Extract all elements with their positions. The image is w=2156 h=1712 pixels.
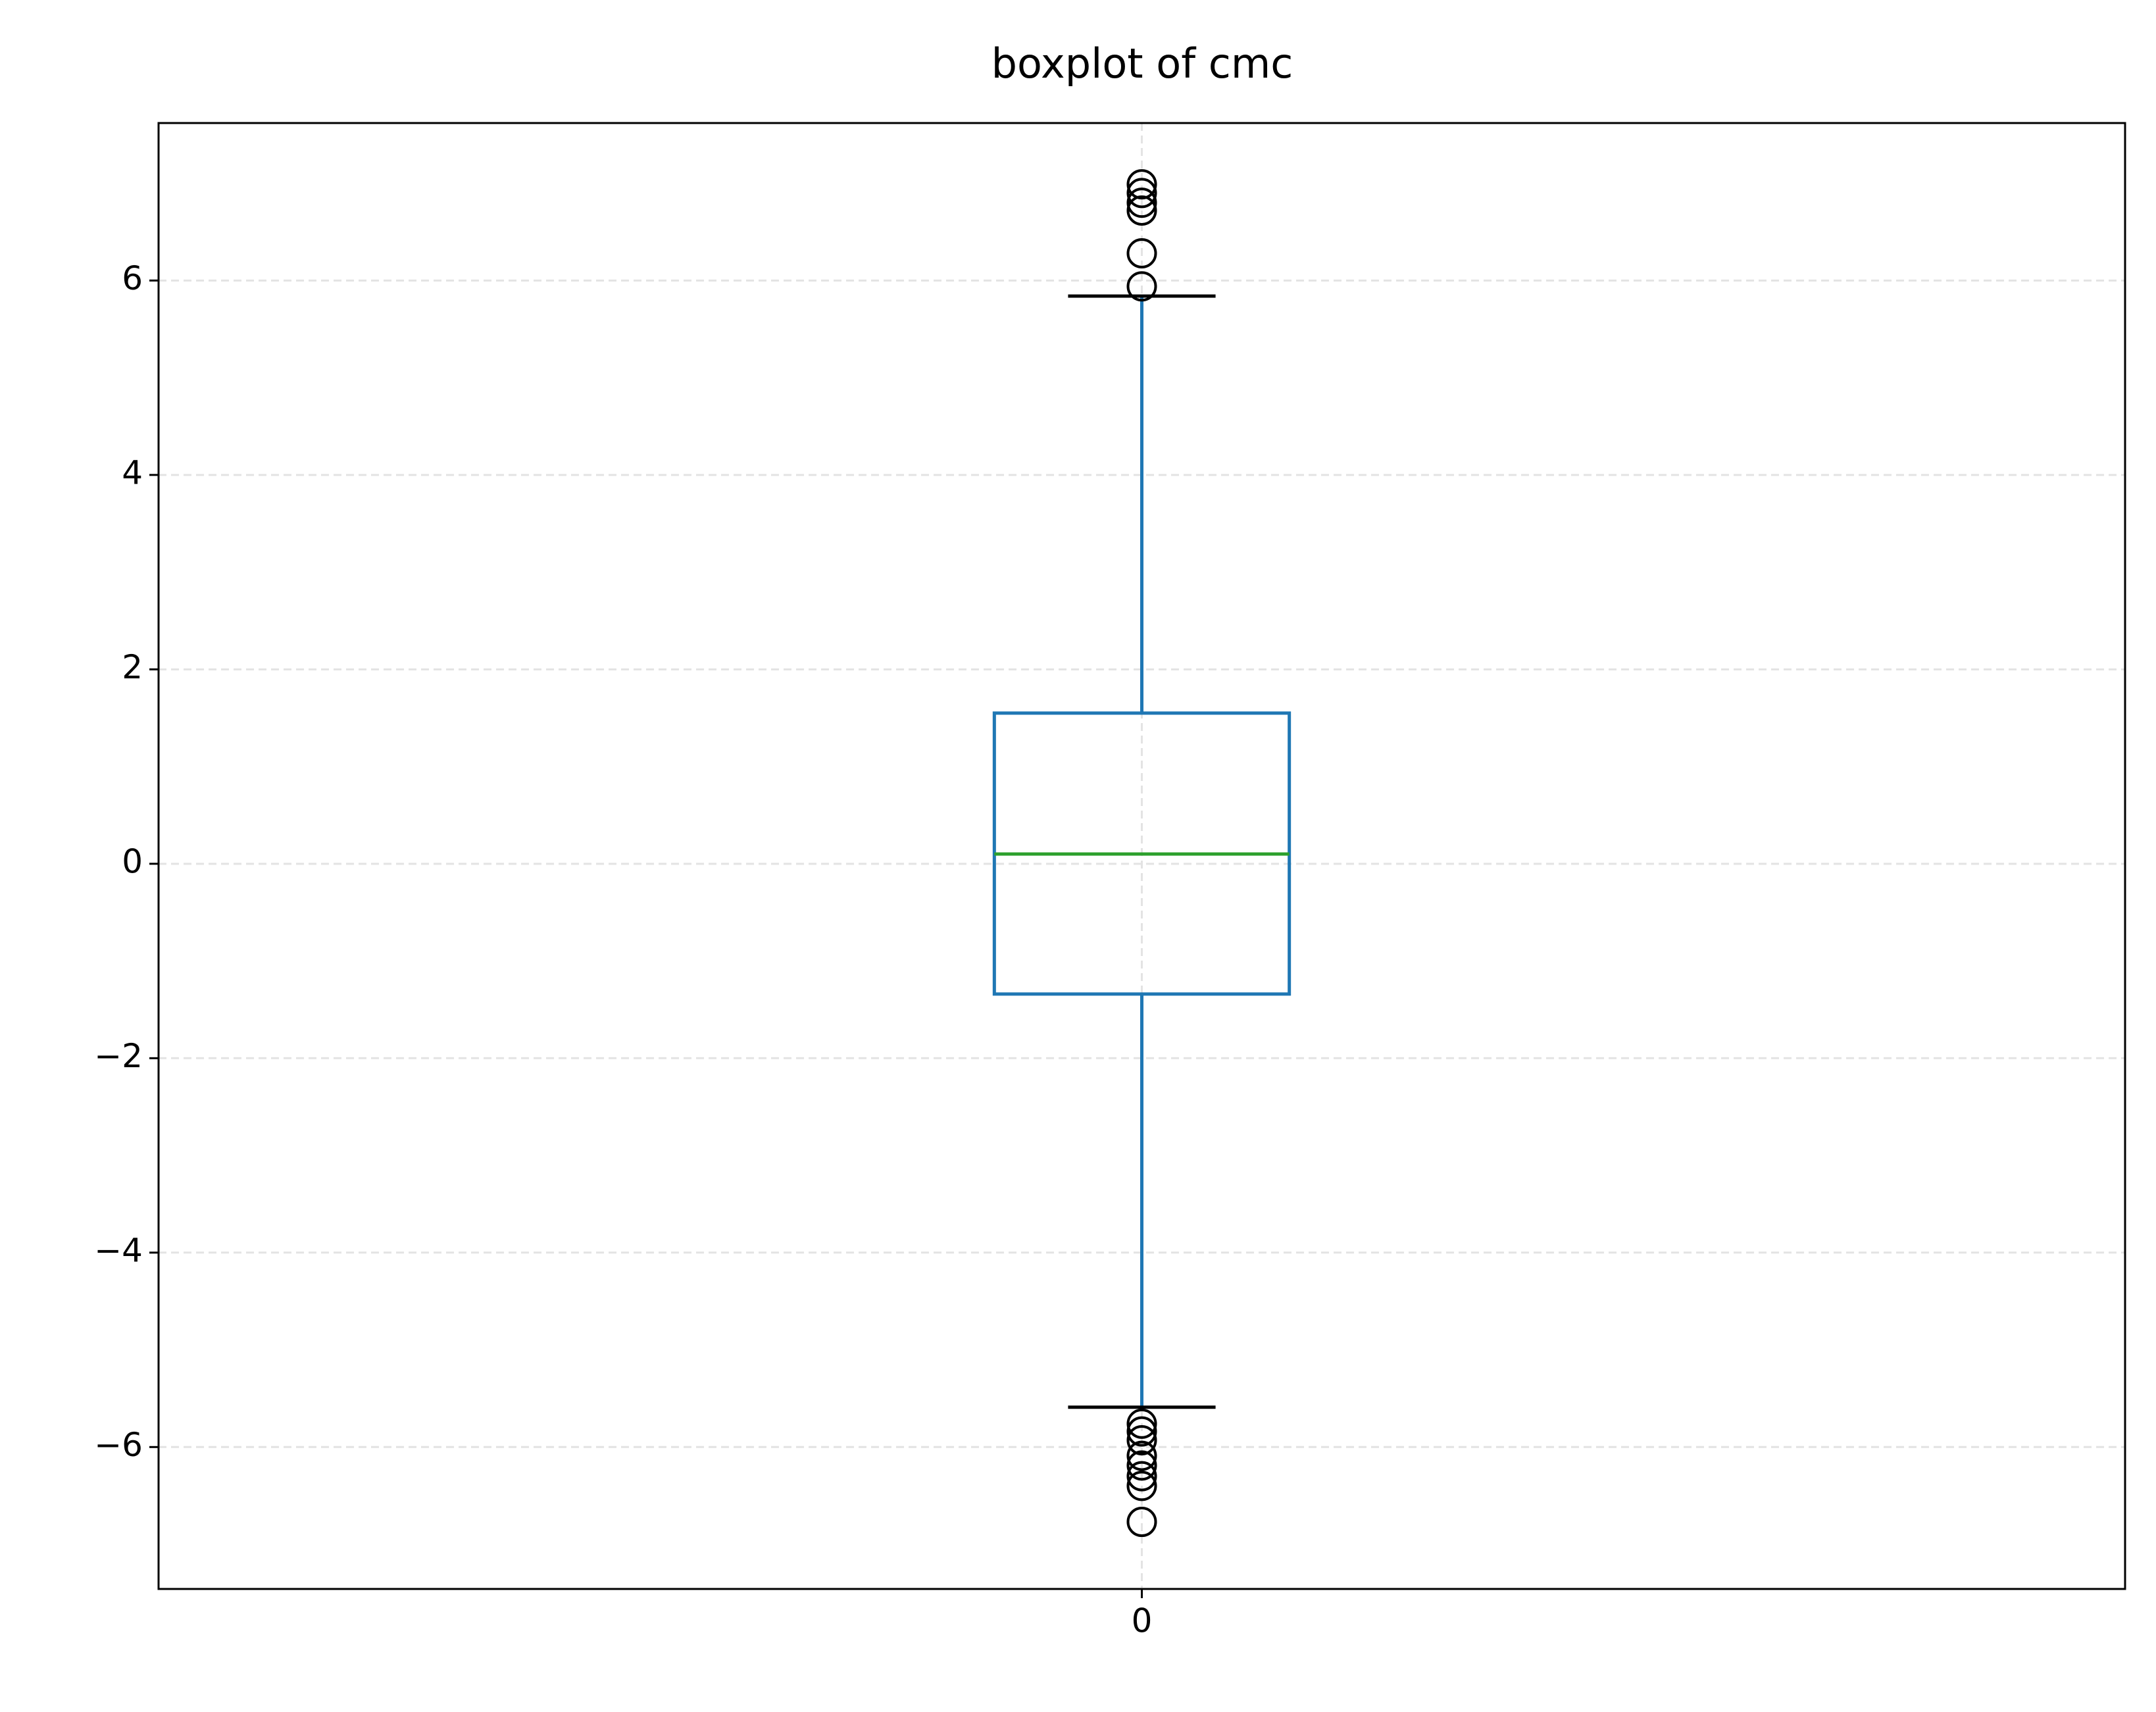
y-tick-label: −4	[94, 1231, 143, 1269]
x-tick-label: 0	[1132, 1602, 1153, 1640]
outlier	[1126, 169, 1157, 200]
y-tick-label: 4	[122, 453, 143, 491]
outlier	[1126, 1461, 1157, 1492]
y-tick-label: −2	[94, 1037, 143, 1075]
outlier	[1126, 1440, 1157, 1471]
outlier	[1126, 1471, 1157, 1501]
y-tick-label: 6	[122, 259, 143, 297]
outlier	[1126, 178, 1157, 209]
y-tick-label: −6	[94, 1426, 143, 1464]
y-tick-label: 0	[122, 842, 143, 880]
outlier	[1126, 271, 1157, 302]
y-tick-label: 2	[122, 648, 143, 686]
outlier	[1126, 1416, 1157, 1447]
outlier	[1126, 1450, 1157, 1481]
outlier	[1126, 1507, 1157, 1538]
outlier	[1126, 195, 1157, 226]
plot-frame	[157, 122, 2126, 1590]
outlier	[1126, 188, 1157, 218]
chart-title: boxplot of cmc	[991, 39, 1293, 88]
outlier	[1126, 238, 1157, 268]
outlier	[1126, 1424, 1157, 1455]
outlier	[1126, 1408, 1157, 1439]
